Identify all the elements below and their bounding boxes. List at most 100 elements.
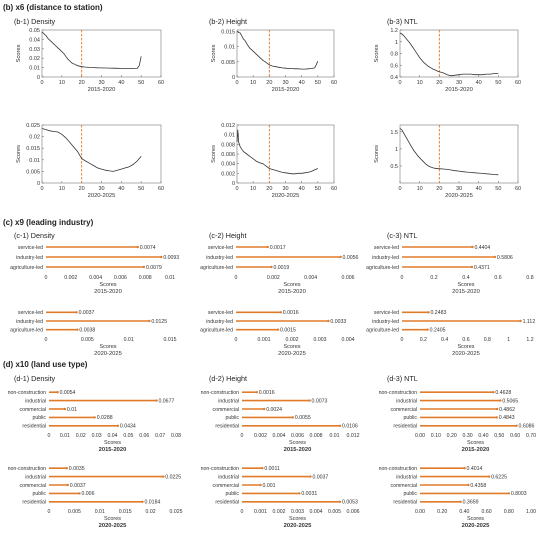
period-label: 2020-2025 bbox=[462, 523, 490, 529]
category-label: agriculture-led bbox=[366, 327, 399, 333]
x-tick-label: 0 bbox=[45, 337, 48, 343]
y-tick-label: 0.01 bbox=[29, 66, 40, 72]
bar-end-marker bbox=[66, 483, 69, 487]
x-tick-label: 1.2 bbox=[526, 337, 533, 343]
x-tick-label: 60 bbox=[158, 80, 164, 86]
category-label: commercial bbox=[212, 483, 239, 489]
x-tick-label: 0.01 bbox=[95, 509, 105, 515]
panel-title-d3: (d-3) NTL bbox=[387, 374, 418, 383]
x-tick-label: 50 bbox=[138, 186, 144, 192]
bar-end-marker bbox=[56, 391, 59, 394]
x-tick-label: 20 bbox=[79, 186, 85, 192]
x-tick-label: 50 bbox=[315, 80, 321, 86]
y-tick-label: 0.005 bbox=[26, 169, 40, 175]
x-axis-label: 2020-2025 bbox=[445, 193, 473, 199]
period-label: 2015-2020 bbox=[94, 289, 122, 295]
bar-end-marker bbox=[459, 500, 462, 503]
y-tick-label: 0 bbox=[232, 75, 235, 81]
data-label: 0.0434 bbox=[120, 424, 136, 430]
x-tick-label: 0.006 bbox=[291, 433, 304, 439]
section-d-title: (d) x10 (land use type) bbox=[3, 360, 88, 369]
y-axis-label: Scores bbox=[211, 44, 217, 62]
category-label: residential bbox=[393, 424, 417, 430]
x-tick-label: 0.40 bbox=[478, 433, 488, 439]
data-label: 0.0031 bbox=[301, 491, 317, 497]
category-label: commercial bbox=[390, 483, 417, 489]
data-label: 0.4628 bbox=[495, 390, 511, 396]
y-tick-label: 1.2 bbox=[390, 28, 398, 34]
data-label: 0.0053 bbox=[342, 500, 358, 506]
period-label: 2015-2020 bbox=[99, 447, 127, 453]
data-label: 0.0033 bbox=[330, 319, 346, 325]
x-tick-label: 10 bbox=[59, 80, 65, 86]
category-label: non-construction bbox=[8, 390, 46, 396]
data-label: 0.0016 bbox=[283, 310, 299, 316]
x-tick-label: 30 bbox=[456, 80, 462, 86]
bar-end-marker bbox=[426, 328, 429, 331]
category-label: non-construction bbox=[201, 466, 239, 472]
x-tick-label: 0.6 bbox=[462, 337, 469, 343]
bar-end-marker bbox=[76, 328, 79, 331]
bar-end-marker bbox=[279, 311, 282, 314]
x-tick-label: 10 bbox=[250, 80, 256, 86]
bar-end-marker bbox=[515, 424, 518, 427]
x-axis-label: 2020-2025 bbox=[88, 193, 116, 199]
data-label: 0.4014 bbox=[467, 466, 483, 472]
category-label: agriculture-led bbox=[10, 327, 43, 333]
x-tick-label: 0.002 bbox=[267, 275, 280, 281]
y-axis-label: Scores bbox=[211, 145, 217, 163]
period-label: 2015-2020 bbox=[462, 447, 490, 453]
x-tick-label: 0 bbox=[45, 275, 48, 281]
x-tick-label: 0.8 bbox=[484, 337, 491, 343]
x-axis-label: Scores bbox=[467, 440, 484, 446]
x-axis-label: Scores bbox=[457, 344, 474, 350]
category-label: service-led bbox=[374, 245, 399, 251]
x-tick-label: 0.02 bbox=[146, 509, 156, 515]
category-label: residential bbox=[393, 500, 417, 506]
series-line bbox=[399, 32, 499, 77]
x-tick-label: 0.04 bbox=[107, 433, 117, 439]
bar-end-marker bbox=[495, 407, 499, 411]
panel-title-d2: (d-2) Height bbox=[209, 374, 247, 383]
bar-end-marker bbox=[427, 311, 430, 314]
x-tick-label: 40 bbox=[299, 186, 305, 192]
data-label: 0.0017 bbox=[270, 245, 286, 251]
bar-end-marker bbox=[160, 255, 163, 259]
x-tick-label: 0 bbox=[235, 337, 238, 343]
x-tick-label: 60 bbox=[331, 186, 337, 192]
x-tick-label: 0.4 bbox=[462, 275, 469, 281]
category-label: commercial bbox=[19, 483, 46, 489]
data-label: 0.0055 bbox=[295, 415, 311, 421]
y-axis-label: Scores bbox=[16, 145, 22, 163]
bar-end-marker bbox=[470, 265, 474, 269]
x-tick-label: 0.006 bbox=[347, 509, 360, 515]
panel-title-b3: (b-3) NTL bbox=[387, 17, 418, 26]
bar-end-marker bbox=[65, 467, 68, 470]
y-tick-label: 0.8 bbox=[390, 52, 398, 58]
data-label: 0.0093 bbox=[163, 255, 179, 261]
series-line bbox=[41, 128, 142, 172]
y-tick-label: 1 bbox=[395, 147, 398, 153]
y-tick-label: 0.025 bbox=[26, 123, 40, 129]
x-axis-label: 2015-2020 bbox=[88, 87, 116, 93]
x-tick-label: 40 bbox=[118, 186, 124, 192]
x-tick-label: 60 bbox=[331, 80, 337, 86]
bar-end-marker bbox=[309, 475, 312, 478]
x-axis-label: 2015-2020 bbox=[445, 87, 473, 93]
x-tick-label: 0 bbox=[235, 186, 238, 192]
category-label: residential bbox=[215, 500, 239, 506]
y-tick-label: 0.4 bbox=[390, 75, 398, 81]
y-tick-label: 0.01 bbox=[224, 45, 235, 51]
data-label: 0.3659 bbox=[463, 500, 479, 506]
x-axis-label: Scores bbox=[283, 344, 300, 350]
bar-end-marker bbox=[487, 475, 491, 478]
x-tick-label: 0 bbox=[40, 80, 43, 86]
x-tick-label: 0 bbox=[398, 80, 401, 86]
panel-title-b1: (b-1) Density bbox=[14, 17, 56, 26]
